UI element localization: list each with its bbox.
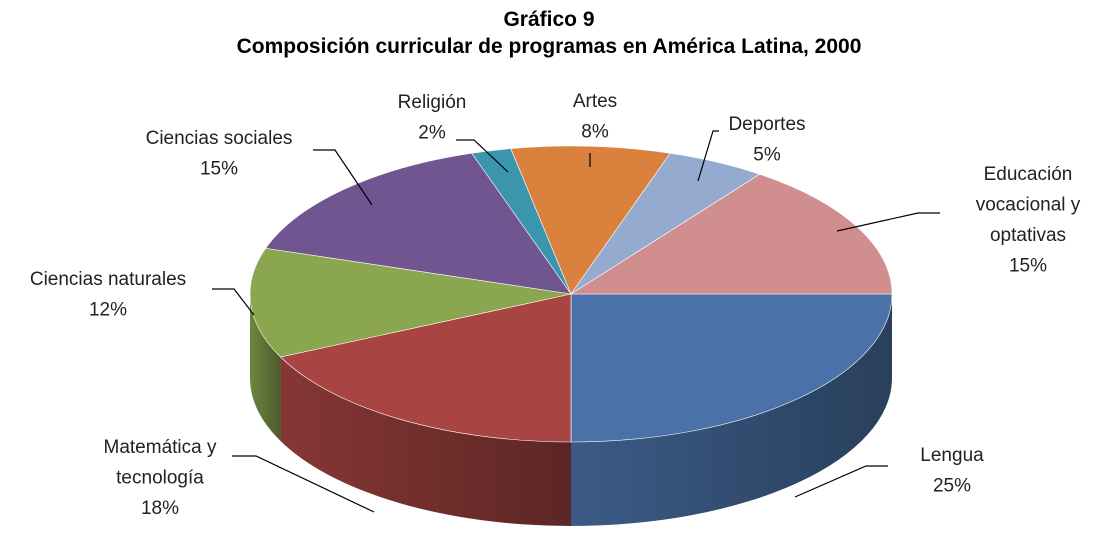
slice-percent-educacion-vocacional-y-optativas: 15% <box>1009 256 1047 277</box>
chart-title: Gráfico 9 Composición curricular de prog… <box>0 6 1098 60</box>
slice-label-matematica-y-tecnologia: Matemática y tecnología 18% <box>104 437 217 519</box>
slice-ciencias-sociales <box>265 152 572 295</box>
slice-label-educacion-vocacional-y-optativas: Educación vocacional y optativas 15% <box>976 164 1081 277</box>
chart-title-line: Gráfico 9 <box>503 8 595 31</box>
slice-label-ciencias-naturales: Ciencias naturales 12% <box>30 269 186 321</box>
slice-name-educacion-vocacional-y-optativas: optativas <box>990 225 1066 246</box>
slice-label-artes: Artes 8% <box>573 91 617 143</box>
chart-subtitle: Composición curricular de programas en A… <box>236 35 862 58</box>
slice-name-ciencias-naturales: Ciencias naturales <box>30 269 186 290</box>
leader-line-religion <box>456 139 509 173</box>
slice-name-matematica-y-tecnologia: Matemática y <box>104 437 217 458</box>
slice-percent-ciencias-sociales: 15% <box>200 159 238 180</box>
slice-lengua <box>570 293 893 443</box>
slice-matematica-y-tecnologia <box>279 293 572 443</box>
slice-label-deportes: Deportes 5% <box>728 114 805 166</box>
slice-percent-matematica-y-tecnologia: 18% <box>141 498 179 519</box>
slice-percent-artes: 8% <box>581 122 609 143</box>
pie-sides <box>250 294 892 526</box>
slice-percent-deportes: 5% <box>753 145 781 166</box>
leader-lines <box>212 130 940 513</box>
slice-side-ciencias-naturales <box>250 294 281 442</box>
slice-name-educacion-vocacional-y-optativas: Educación <box>984 164 1073 185</box>
slice-percent-lengua: 25% <box>933 476 971 497</box>
leader-line-educacion-vocacional-y-optativas <box>836 212 940 232</box>
pie-slices <box>249 145 893 443</box>
leader-line-matematica-y-tecnologia <box>232 455 375 513</box>
slice-label-ciencias-sociales: Ciencias sociales 15% <box>146 128 293 180</box>
slice-name-educacion-vocacional-y-optativas: vocacional y <box>976 195 1081 216</box>
slice-side-matematica-y-tecnologia <box>280 357 571 526</box>
leader-line-ciencias-naturales <box>212 288 255 316</box>
leader-line-deportes <box>697 130 719 182</box>
slice-label-lengua: Lengua 25% <box>920 445 984 497</box>
slice-name-ciencias-sociales: Ciencias sociales <box>146 128 293 149</box>
slice-name-matematica-y-tecnologia: tecnología <box>116 468 204 489</box>
slice-percent-ciencias-naturales: 12% <box>89 300 127 321</box>
slice-side-lengua <box>571 294 892 526</box>
slice-name-religion: Religión <box>398 92 467 113</box>
slice-name-deportes: Deportes <box>728 114 805 135</box>
slice-label-religion: Religión 2% <box>398 92 467 144</box>
slice-artes <box>510 145 671 295</box>
slice-name-artes: Artes <box>573 91 617 112</box>
slice-percent-religion: 2% <box>418 123 446 144</box>
leader-line-ciencias-sociales <box>313 149 373 206</box>
slice-name-lengua: Lengua <box>920 445 984 466</box>
leader-line-lengua <box>794 465 888 498</box>
slice-labels: Lengua 25% Matemática y tecnología 18% Cienci… <box>30 91 1081 519</box>
slice-ciencias-naturales <box>249 247 572 358</box>
